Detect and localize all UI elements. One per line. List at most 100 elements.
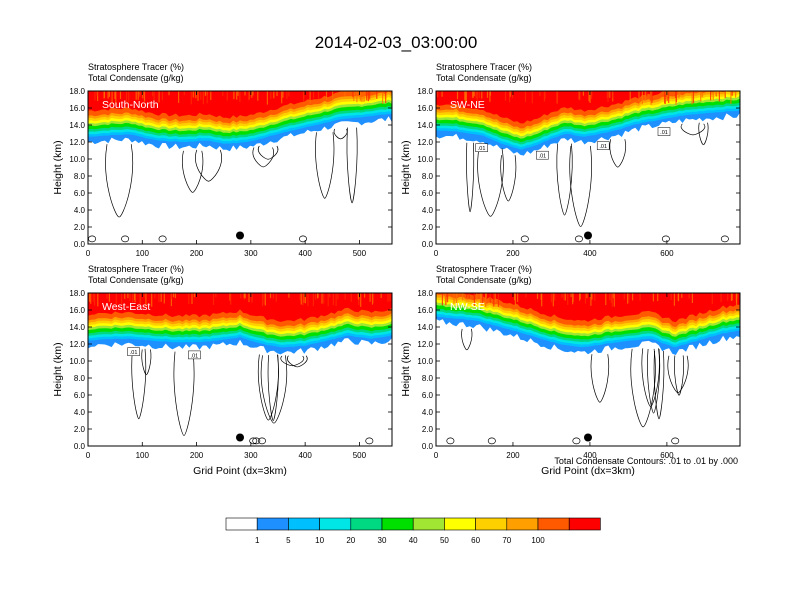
condensate-contour [500, 155, 517, 202]
tracer-streak [557, 91, 559, 98]
colorbar-cell [506, 517, 539, 531]
y-tick-label: 2.0 [422, 223, 434, 232]
tracer-streak [158, 91, 160, 103]
y-tick-label: 8.0 [74, 172, 86, 181]
tracer-streak [712, 91, 714, 101]
y-tick-label: 10.0 [417, 155, 433, 164]
colorbar-label: 70 [502, 536, 511, 545]
tracer-streak [192, 91, 194, 98]
x-tick-label: 0 [434, 451, 439, 460]
tracer-streak [688, 293, 690, 299]
location-marker [236, 433, 244, 442]
condensate-contour [647, 348, 661, 414]
y-tick-label: 4.0 [74, 206, 86, 215]
contour-label-box [536, 150, 549, 160]
tracer-streak [153, 91, 155, 101]
tracer-streak [193, 293, 195, 298]
x-tick-label: 300 [244, 249, 258, 258]
tracer-streak [233, 91, 235, 100]
contour-label-box [188, 350, 201, 360]
tracer-streak [677, 293, 679, 301]
contour-label-text: .01 [660, 130, 668, 136]
tracer-streak [139, 293, 141, 306]
tracer-streak [157, 91, 160, 102]
condensate-contours [131, 348, 374, 445]
x-tick-label: 200 [190, 249, 204, 258]
tracer-streak [236, 91, 238, 100]
tracer-streak [731, 293, 733, 301]
tracer-streak [476, 293, 478, 301]
tracer-streak [108, 91, 110, 97]
tracer-streak [321, 293, 323, 304]
tracer-streak [332, 91, 334, 100]
tracer-streak [561, 293, 563, 298]
tracer-streak [691, 91, 693, 105]
tracer-streak [564, 293, 566, 301]
tracer-streak [650, 91, 652, 105]
tracer-streak [174, 293, 176, 299]
tracer-streak [251, 293, 253, 301]
x-tick-label: 100 [136, 451, 150, 460]
tracer-streak [108, 293, 110, 302]
tracer-streak [372, 293, 375, 303]
tracer-streak [481, 91, 483, 99]
condensate-contour [466, 142, 475, 213]
tracer-streak [281, 91, 283, 104]
tracer-streak [327, 293, 329, 307]
tracer-streak [132, 293, 134, 303]
y-tick-label: 0.0 [422, 442, 434, 451]
tracer-streak [623, 293, 625, 300]
tracer-streak [303, 293, 305, 303]
tracer-streak [210, 91, 212, 101]
colorbar-label: 1 [255, 536, 260, 545]
tracer-streak [160, 293, 162, 302]
condensate-contour [249, 437, 258, 445]
tracer-streak [544, 91, 546, 99]
condensate-contour [569, 145, 592, 227]
tracer-streak [609, 293, 611, 301]
tracer-streak [190, 91, 192, 105]
condensate-contour [671, 437, 680, 445]
tracer-streak [191, 293, 193, 304]
tracer-band-11 [436, 293, 740, 323]
tracer-streak [344, 91, 346, 97]
y-tick-label: 12.0 [69, 138, 85, 147]
tracer-streak [478, 91, 480, 98]
location-marker [584, 231, 592, 240]
condensate-contour [260, 355, 287, 424]
y-tick-label: 12.0 [69, 340, 85, 349]
tracer-streak [288, 91, 290, 97]
tracer-streak [204, 91, 206, 96]
condensate-contour [477, 148, 504, 217]
y-tick-label: 14.0 [69, 323, 85, 332]
contour-label-header: Total Condensate (g/kg) [88, 73, 184, 83]
tracer-streak [312, 91, 315, 99]
contour-label: .01 [127, 347, 140, 356]
tracer-streak [591, 91, 593, 100]
contour-label-text: .01 [478, 146, 486, 152]
tracer-streak [269, 293, 272, 299]
tracer-streak [489, 293, 491, 304]
y-tick-label: 16.0 [417, 104, 433, 113]
colorbar-cell [225, 517, 258, 531]
panel-tag: South-North [102, 99, 159, 111]
tracer-streak [261, 293, 264, 307]
plot-area [436, 293, 740, 446]
tracer-streak [369, 91, 371, 100]
y-tick-label: 8.0 [422, 374, 434, 383]
tracer-streak [441, 293, 443, 306]
tracer-streak [170, 293, 173, 299]
tracer-streak [387, 293, 389, 302]
contour-label: .01 [596, 141, 610, 150]
tracer-streak [608, 91, 610, 97]
tracer-streak [325, 91, 328, 100]
tracer-streak [509, 91, 511, 103]
condensate-contour [131, 348, 147, 420]
tracer-streak [588, 91, 590, 102]
tracer-streak [553, 293, 555, 298]
tracer-streak [629, 91, 631, 102]
tracer-streak [244, 91, 246, 96]
fill-label: Stratosphere Tracer (%) [436, 264, 532, 274]
fill-label: Stratosphere Tracer (%) [436, 62, 532, 72]
